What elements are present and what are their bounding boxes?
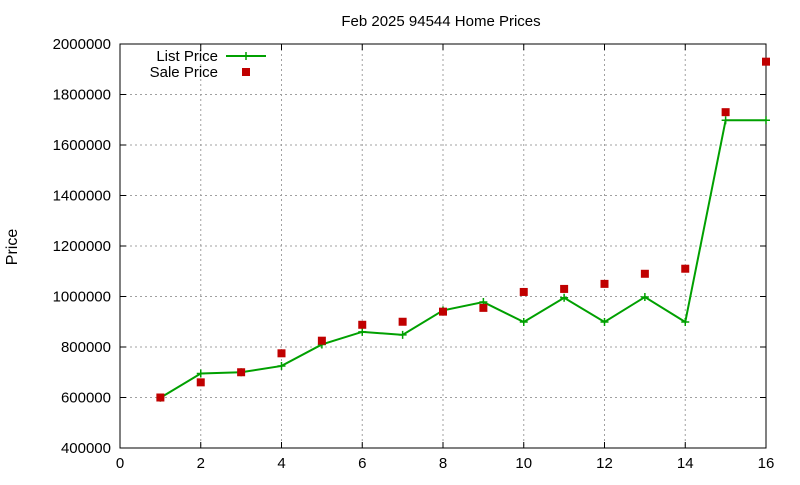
y-tick-label: 400000 xyxy=(61,440,111,457)
data-point xyxy=(398,330,407,339)
x-tick-label: 6 xyxy=(358,455,366,472)
data-point xyxy=(560,293,569,302)
y-tick-label: 1600000 xyxy=(53,137,111,154)
grid-lines xyxy=(120,44,766,448)
y-tick-label: 2000000 xyxy=(53,36,111,53)
data-point xyxy=(600,279,609,288)
data-point xyxy=(560,284,569,293)
data-point xyxy=(681,264,690,273)
legend-label: List Price xyxy=(156,48,218,65)
data-point xyxy=(762,57,770,66)
y-tick-label: 1800000 xyxy=(53,87,111,104)
data-point xyxy=(277,361,286,370)
chart-title: Feb 2025 94544 Home Prices xyxy=(341,13,540,30)
x-tick-label: 14 xyxy=(677,455,694,472)
x-tick-label: 12 xyxy=(596,455,613,472)
data-point xyxy=(277,349,286,358)
data-point xyxy=(640,293,649,302)
data-point xyxy=(317,336,326,345)
legend-label: Sale Price xyxy=(150,64,218,81)
data-point xyxy=(721,116,730,125)
legend-swatch-marker xyxy=(242,52,250,60)
data-point xyxy=(156,393,165,402)
data-point xyxy=(640,269,649,278)
data-point xyxy=(398,317,407,326)
data-point xyxy=(519,287,528,296)
data-point xyxy=(196,378,205,387)
data-point xyxy=(519,318,528,327)
data-point xyxy=(358,320,367,329)
axes: 0 2 4 6 8 10 12 14 16 400000 600000 800000 1000000 12… xyxy=(53,36,775,472)
y-tick-label: 800000 xyxy=(61,339,111,356)
data-point xyxy=(358,327,367,336)
series-line xyxy=(159,119,766,399)
series-sale-price xyxy=(156,57,770,402)
y-tick-label: 1200000 xyxy=(53,238,111,255)
data-point xyxy=(479,303,488,312)
data-point xyxy=(721,108,730,117)
legend-swatch-marker xyxy=(242,68,250,76)
x-tick-label: 4 xyxy=(277,455,285,472)
data-point xyxy=(600,318,609,327)
x-tick-label: 0 xyxy=(116,455,124,472)
data-series xyxy=(156,57,770,402)
x-tick-label: 10 xyxy=(515,455,532,472)
data-point xyxy=(681,318,690,327)
data-point xyxy=(439,307,447,316)
y-tick-label: 600000 xyxy=(61,390,111,407)
y-tick-label: 1000000 xyxy=(53,289,111,306)
data-point xyxy=(196,369,205,378)
x-tick-label: 16 xyxy=(758,455,775,472)
series-list-price xyxy=(156,116,770,402)
x-tick-label: 2 xyxy=(197,455,205,472)
y-axis-label: Price xyxy=(4,229,21,266)
data-point xyxy=(237,368,246,377)
y-tick-label: 1400000 xyxy=(53,188,111,205)
x-tick-label: 8 xyxy=(439,455,447,472)
data-point xyxy=(762,116,770,125)
